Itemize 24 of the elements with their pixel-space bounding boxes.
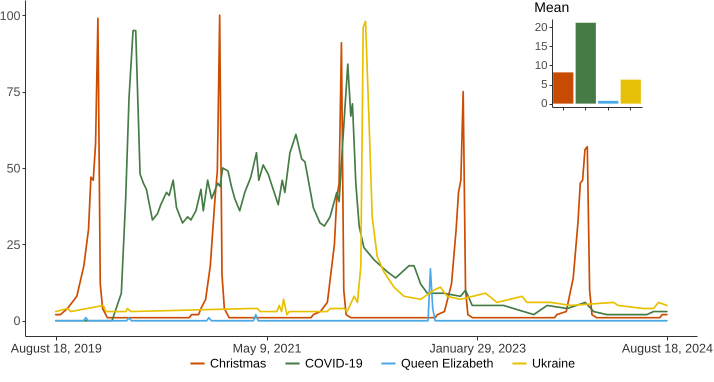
y-tick-label: 10 bbox=[534, 60, 548, 72]
y-tick-label: 75 bbox=[6, 85, 21, 100]
line-series bbox=[54, 268, 668, 322]
x-tick-label: May 9, 2021 bbox=[232, 342, 302, 356]
legend-label: Queen Elizabeth bbox=[401, 356, 494, 370]
y-tick-label: 100 bbox=[0, 8, 21, 23]
y-tick-label: 50 bbox=[6, 162, 21, 176]
bar bbox=[553, 72, 574, 104]
bar bbox=[598, 100, 618, 104]
y-tick-label: 5 bbox=[541, 79, 548, 92]
y-tick-label: 15 bbox=[534, 40, 548, 53]
chart-title: Mean bbox=[534, 0, 570, 15]
y-tick-label: 0 bbox=[14, 314, 21, 328]
bar bbox=[576, 22, 596, 104]
legend-label: COVID-19 bbox=[305, 356, 363, 370]
legend-label: Christmas bbox=[210, 356, 266, 370]
y-tick-label: 20 bbox=[534, 22, 548, 34]
y-tick-label: 25 bbox=[6, 238, 21, 252]
bar bbox=[620, 80, 641, 104]
legend-label: Ukraine bbox=[532, 356, 576, 370]
x-tick-label: August 18, 2024 bbox=[622, 342, 713, 356]
x-tick-label: January 29, 2023 bbox=[429, 342, 526, 356]
x-tick-label: August 18, 2019 bbox=[10, 342, 102, 356]
y-tick-label: 0 bbox=[541, 98, 548, 110]
